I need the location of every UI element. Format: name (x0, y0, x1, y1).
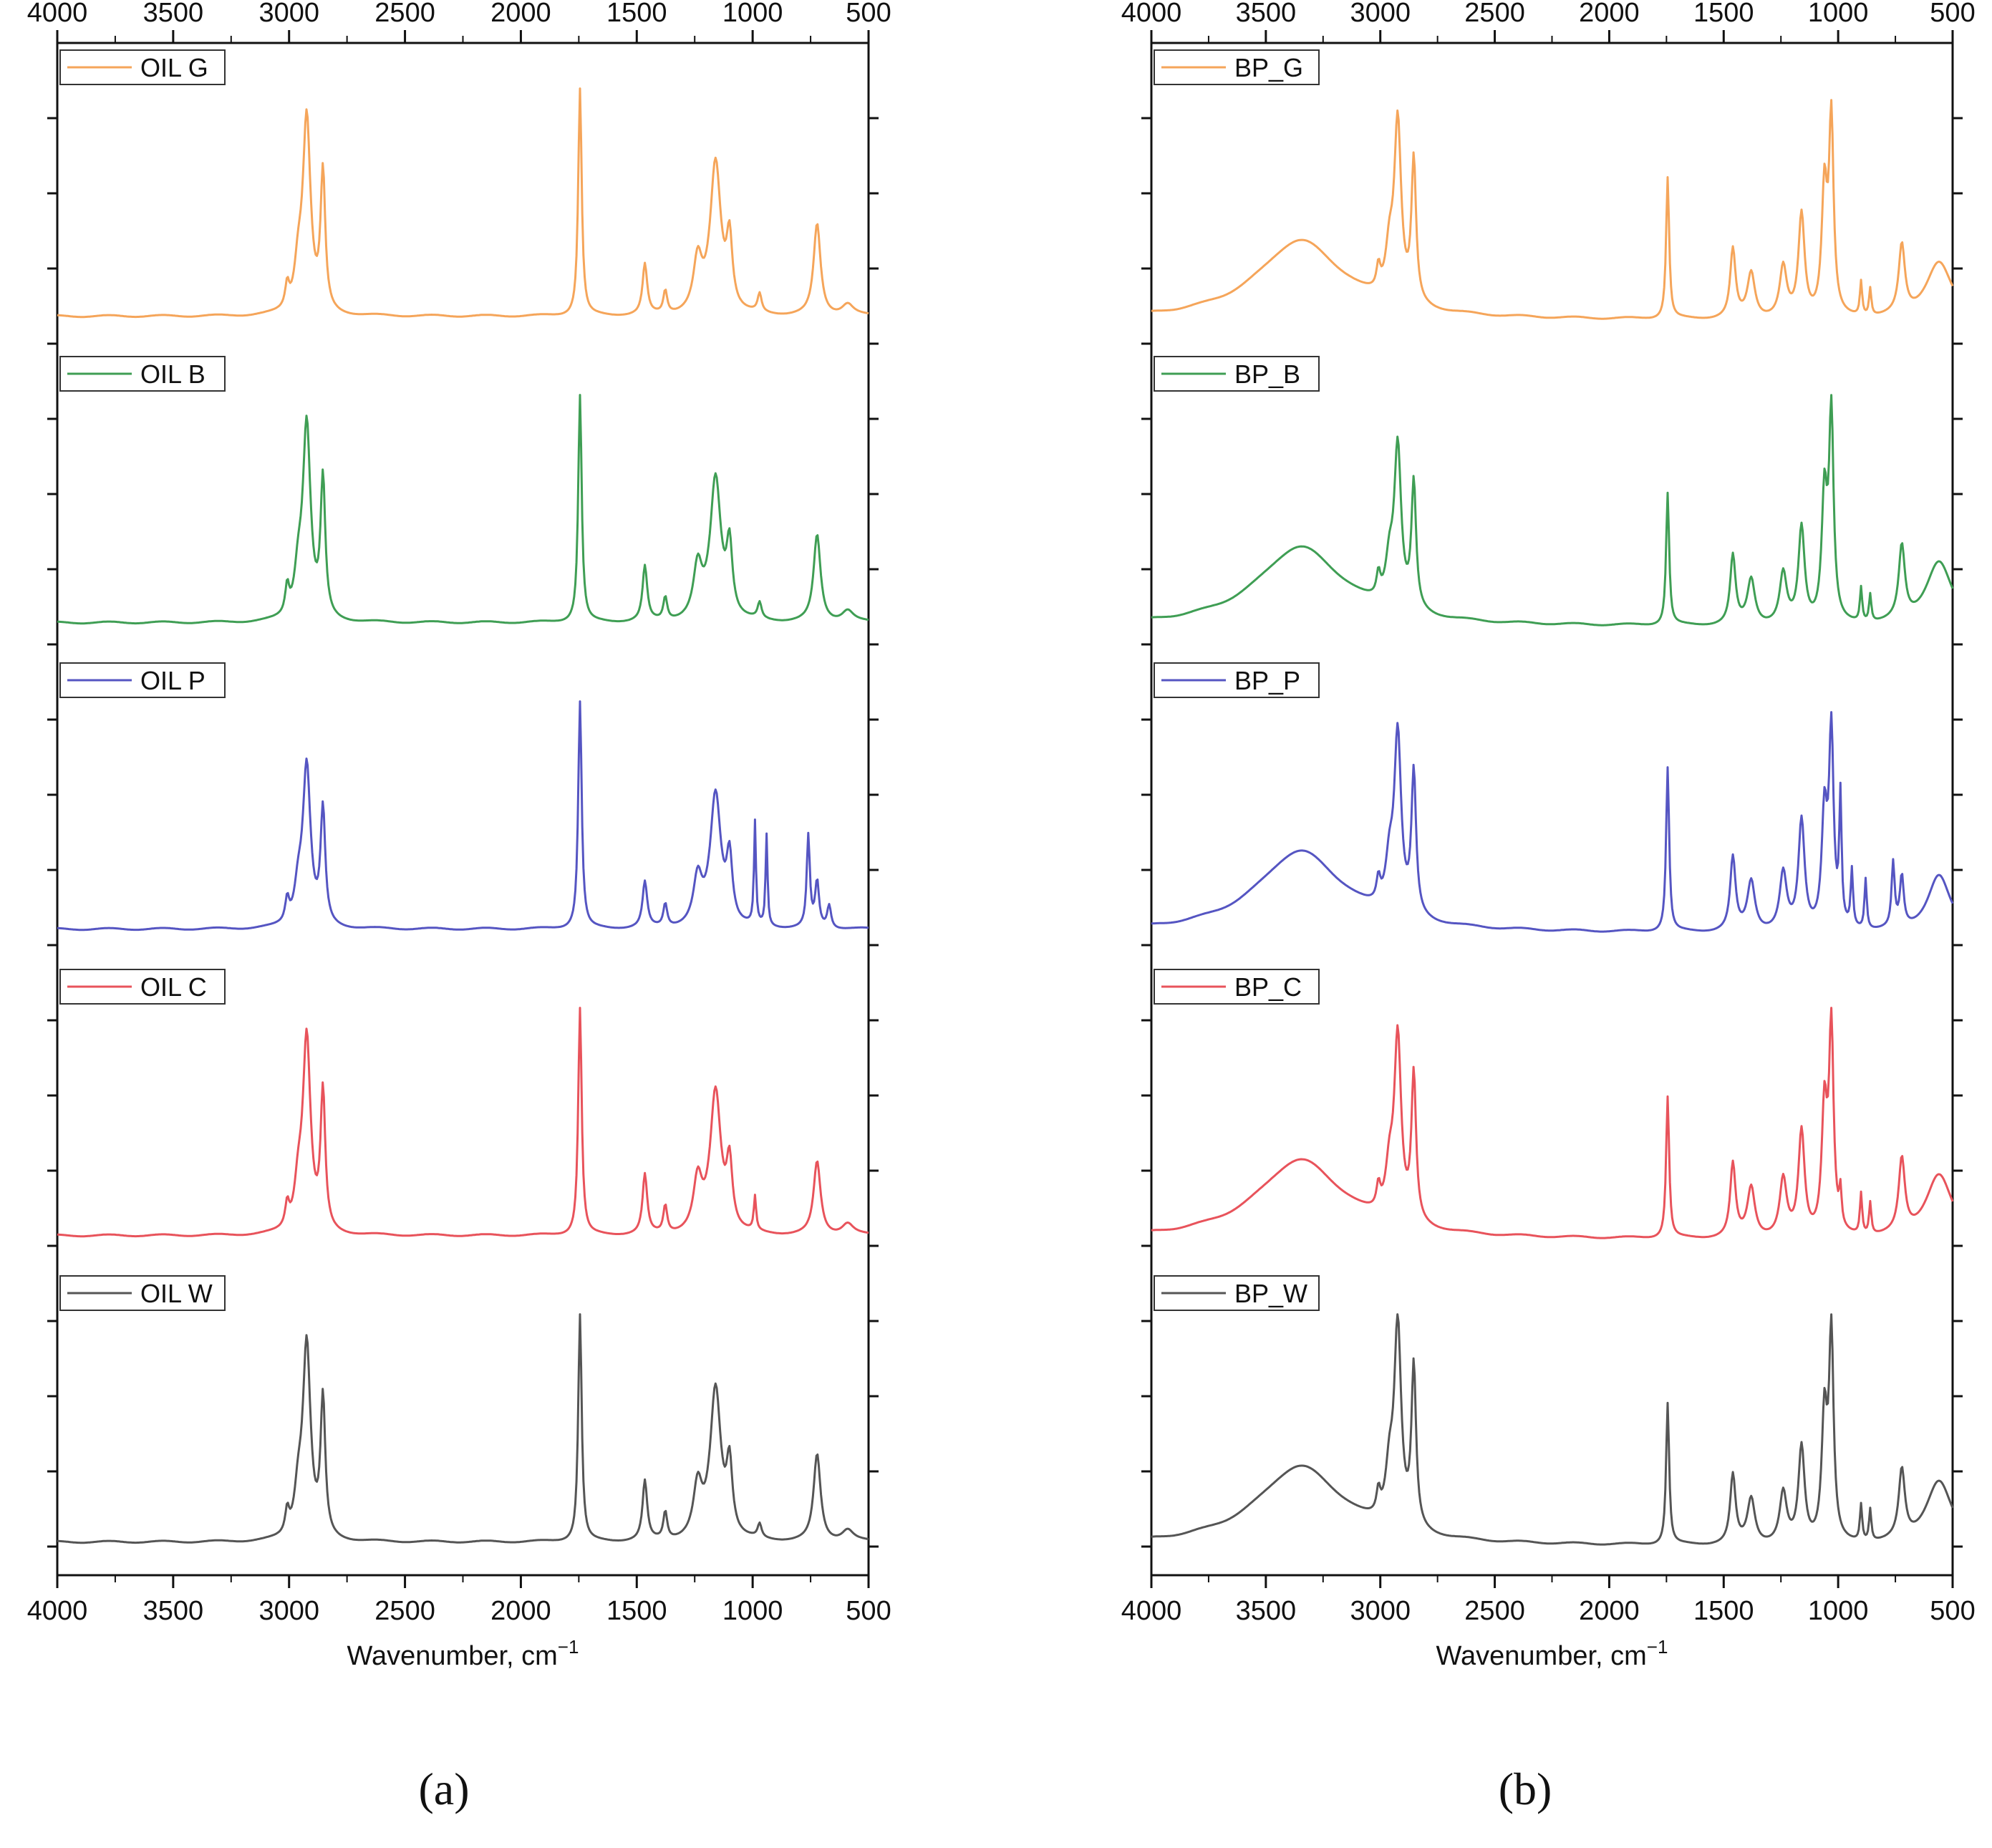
plot-frame (56, 42, 870, 1577)
legend-label: BP_G (1234, 53, 1303, 82)
x-tick-label-top: 2500 (374, 0, 435, 28)
x-tick-label-bottom: 1500 (606, 1596, 667, 1626)
x-tick-label-top: 1000 (1808, 0, 1869, 28)
x-tick-label-bottom: 1000 (722, 1596, 783, 1626)
legend-label: OIL W (140, 1279, 213, 1308)
series-line-bp-b (1151, 394, 1954, 627)
x-tick-label-bottom: 2000 (1579, 1596, 1640, 1626)
x-tick-label-top: 1000 (722, 0, 783, 28)
x-tick-label-bottom: 2500 (374, 1596, 435, 1626)
x-tick-label-top: 3500 (1236, 0, 1297, 28)
legend-label: BP_W (1234, 1279, 1307, 1308)
panel-label-a: (a) (418, 1764, 469, 1814)
x-tick-label-top: 2000 (1579, 0, 1640, 28)
series-line-bp-w (1151, 1313, 1954, 1546)
legend-label: OIL C (140, 972, 207, 1002)
series-line-oil-p (57, 700, 869, 932)
x-tick-label-top: 500 (1930, 0, 1975, 28)
x-tick-label-bottom: 2500 (1464, 1596, 1525, 1626)
x-tick-label-bottom: 500 (846, 1596, 891, 1626)
x-tick-label-top: 2500 (1464, 0, 1525, 28)
series-line-bp-p (1151, 711, 1954, 933)
x-tick-label-bottom: 1000 (1808, 1596, 1869, 1626)
x-axis-title-superscript: −1 (1647, 1636, 1668, 1658)
x-tick-label-bottom: 3500 (1236, 1596, 1297, 1626)
x-tick-label-bottom: 500 (1930, 1596, 1975, 1626)
series-line-oil-w (57, 1313, 869, 1544)
x-tick-label-top: 4000 (27, 0, 88, 28)
x-tick-label-bottom: 3000 (1350, 1596, 1411, 1626)
x-tick-label-top: 4000 (1121, 0, 1182, 28)
x-tick-label-top: 3500 (143, 0, 204, 28)
panel-a-chart: 4000 4000 3500 3500 3000 3000 2500 2500 2000 2000… (27, 0, 891, 1814)
x-axis-title-superscript: −1 (558, 1636, 579, 1658)
x-tick-label-bottom: 3500 (143, 1596, 204, 1626)
x-tick-label-top: 3000 (258, 0, 319, 28)
x-tick-label-top: 2000 (490, 0, 551, 28)
legend-label: OIL B (140, 359, 206, 389)
x-tick-label-bottom: 2000 (490, 1596, 551, 1626)
legend-box (59, 356, 226, 392)
x-tick-label-top: 3000 (1350, 0, 1411, 28)
x-tick-label-bottom: 1500 (1693, 1596, 1754, 1626)
x-tick-label-top: 1500 (606, 0, 667, 28)
legend-label: BP_B (1234, 359, 1300, 389)
x-axis-title: Wavenumber, cm−1 (1436, 1636, 1668, 1671)
series-line-oil-b (57, 394, 869, 625)
x-tick-label-top: 500 (846, 0, 891, 28)
x-tick-label-bottom: 4000 (27, 1596, 88, 1626)
series-line-bp-c (1151, 1007, 1954, 1239)
legend-label: OIL G (140, 53, 208, 82)
x-tick-label-top: 1500 (1693, 0, 1754, 28)
x-tick-label-bottom: 4000 (1121, 1596, 1182, 1626)
x-tick-label-bottom: 3000 (258, 1596, 319, 1626)
series-line-oil-c (57, 1007, 869, 1238)
x-axis-title: Wavenumber, cm−1 (347, 1636, 579, 1671)
legend-label: BP_P (1234, 666, 1300, 695)
legend-label: BP_C (1234, 972, 1302, 1002)
series-line-bp-g (1151, 99, 1954, 320)
series-line-oil-g (57, 87, 869, 319)
legend-label: OIL P (140, 666, 206, 695)
panel-label-b: (b) (1499, 1764, 1552, 1814)
panel-b-chart: 4000 4000 3500 3500 3000 3000 2500 2500 2000 2000… (1121, 0, 1976, 1814)
